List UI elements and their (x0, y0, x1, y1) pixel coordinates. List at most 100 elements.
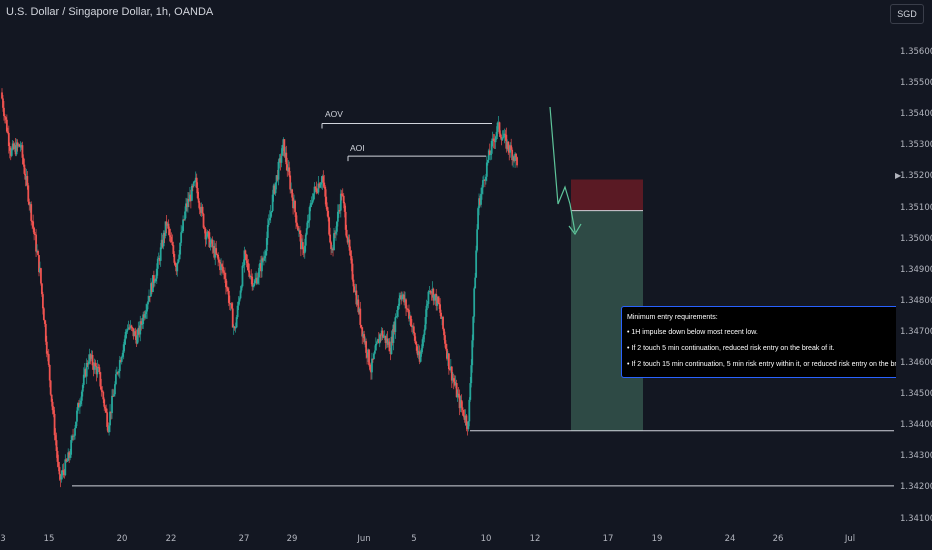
candle-body (286, 164, 289, 172)
candle-body (176, 262, 179, 272)
candle-body (226, 288, 229, 292)
candle-body (202, 213, 205, 228)
info-box[interactable]: Minimum entry requirements: • 1H impulse… (621, 306, 896, 378)
candle-body (456, 393, 459, 398)
candle-body (304, 234, 307, 246)
candle-body (263, 255, 266, 259)
candle-body (416, 350, 419, 356)
candle-body (218, 259, 221, 262)
candle-body (504, 133, 507, 135)
candle-body (331, 248, 333, 250)
price-tick: 1.35400 (900, 109, 932, 120)
projection-path (549, 106, 576, 233)
candle-body (117, 371, 120, 373)
candle-body (339, 193, 342, 211)
candle-body (378, 334, 381, 344)
candle-body (183, 219, 185, 221)
candle-body (29, 204, 32, 206)
candle-body (503, 133, 506, 138)
candle-body (438, 302, 441, 305)
candle-body (100, 386, 103, 391)
candle-body (41, 294, 44, 309)
candle-body (380, 330, 383, 336)
candle-body (372, 358, 374, 360)
candle-body (422, 334, 425, 340)
candle-body (214, 248, 217, 258)
candle-body (425, 305, 428, 318)
price-tick: 1.34200 (900, 482, 932, 493)
stop-loss-zone (571, 179, 643, 211)
candle-body (500, 136, 503, 141)
candle-body (44, 323, 47, 342)
candle-body (247, 263, 250, 271)
candle-body (228, 302, 231, 305)
candle-body (42, 308, 45, 321)
candle-body (490, 140, 493, 154)
candle-body (3, 107, 5, 117)
candle-body (432, 288, 435, 301)
candle-body (240, 286, 243, 291)
candle-body (256, 277, 258, 284)
candle-body (446, 348, 448, 359)
candle-body (357, 299, 360, 313)
candle-body (383, 335, 386, 337)
candle-body (328, 217, 331, 235)
candle-body (212, 246, 215, 248)
candle-body (338, 209, 341, 211)
candle-body (177, 259, 180, 263)
price-tick: 1.35000 (900, 233, 932, 244)
price-tick: 1.34100 (900, 513, 932, 524)
candle-body (67, 452, 70, 461)
candle-body (250, 276, 253, 278)
candle-body (21, 145, 24, 158)
candle-body (7, 132, 10, 146)
candle-body (334, 233, 336, 235)
candle-body (154, 278, 157, 282)
candle-body (442, 316, 444, 329)
candle-body (78, 403, 80, 408)
candle-body (238, 298, 241, 302)
candle-body (506, 141, 509, 149)
candle-body (127, 327, 130, 330)
candle-body (390, 336, 393, 355)
candle-body (92, 365, 95, 370)
candle-body (85, 362, 88, 377)
candle-body (430, 292, 433, 294)
candle-body (248, 270, 251, 277)
candle-body (285, 152, 288, 165)
candle-body (4, 116, 6, 118)
candle-body (28, 201, 31, 206)
candle-body (253, 283, 256, 286)
candle-body (261, 258, 263, 272)
candle-body (327, 210, 330, 218)
candle-body (297, 226, 299, 231)
candle-body (45, 341, 48, 354)
candle-body (124, 331, 127, 340)
candle-body (415, 344, 418, 351)
candle-body (410, 326, 413, 328)
time-tick: Jul (844, 534, 856, 544)
candle-body (275, 175, 278, 183)
candle-body (130, 325, 133, 328)
candle-body (199, 209, 202, 213)
candle-body (452, 378, 455, 382)
currency-button[interactable]: SGD (890, 4, 924, 24)
candle-body (360, 324, 363, 328)
candle-body (307, 220, 310, 222)
candle-body (277, 161, 280, 180)
candle-body (235, 317, 238, 328)
candle-body (483, 179, 486, 181)
candle-body (172, 245, 175, 254)
candle-body (356, 299, 359, 305)
candle-body (264, 250, 267, 256)
candle-body (32, 221, 35, 228)
candle-body (179, 242, 182, 255)
candle-body (369, 364, 371, 370)
candle-body (160, 239, 163, 248)
candle-body (336, 221, 338, 232)
candle-body (418, 351, 421, 362)
candle-body (318, 183, 321, 188)
candle-body (101, 390, 104, 392)
candle-body (192, 181, 195, 187)
